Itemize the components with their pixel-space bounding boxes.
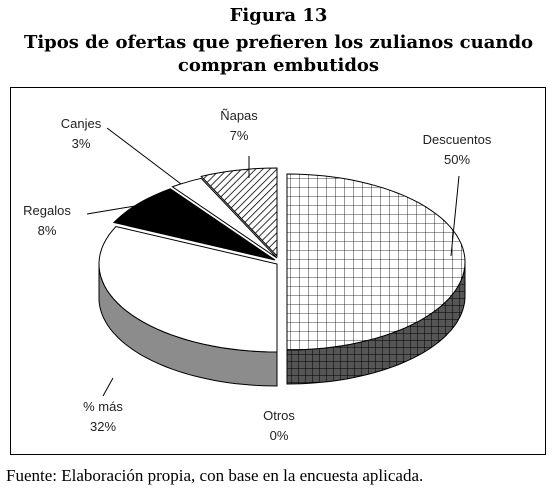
source-note: Fuente: Elaboración propia, con base en … [6, 466, 424, 485]
leader-line-regalos [86, 205, 136, 215]
data-value-descuentos: 50% [444, 152, 470, 167]
figure-title: Tipos de ofertas que prefieren los zulia… [0, 31, 557, 77]
data-value-otros: 0% [270, 428, 289, 443]
leader-line-ms [102, 377, 114, 397]
chart-title: Tipos de ofertas que prefieren los zulia… [23, 32, 534, 76]
pie-slice-apas [200, 167, 278, 258]
pie-layer [98, 167, 466, 387]
chart-frame: Descuentos 50% Otros 0% % más 32% Regalos 8% Can… [10, 87, 546, 455]
data-label-regalos: Regalos [23, 203, 71, 218]
data-value-canjes: 3% [72, 136, 91, 151]
pie-slice-regalos [112, 188, 276, 261]
figure-number: Figura 13 [229, 5, 328, 26]
data-label-otros: Otros [263, 408, 295, 423]
data-value-ms: 32% [90, 419, 116, 434]
data-value-regalos: 8% [38, 223, 57, 238]
data-value-apas: 7% [230, 128, 249, 143]
data-label-ms: % más [83, 399, 123, 414]
pie-slice-ms [98, 225, 278, 353]
label-layer: Descuentos 50% Otros 0% % más 32% Regalos 8% Can… [23, 108, 492, 443]
leader-line-canjes [106, 127, 182, 185]
pie-slice-descuentos [286, 173, 466, 351]
data-label-canjes: Canjes [61, 116, 102, 131]
leader-line-descuentos [450, 175, 460, 257]
pie-slice-canjes [171, 177, 278, 259]
data-label-descuentos: Descuentos [423, 132, 492, 147]
data-label-apas: Ñapas [220, 108, 258, 123]
pie-chart: Descuentos 50% Otros 0% % más 32% Regalos 8% Can… [23, 108, 492, 443]
